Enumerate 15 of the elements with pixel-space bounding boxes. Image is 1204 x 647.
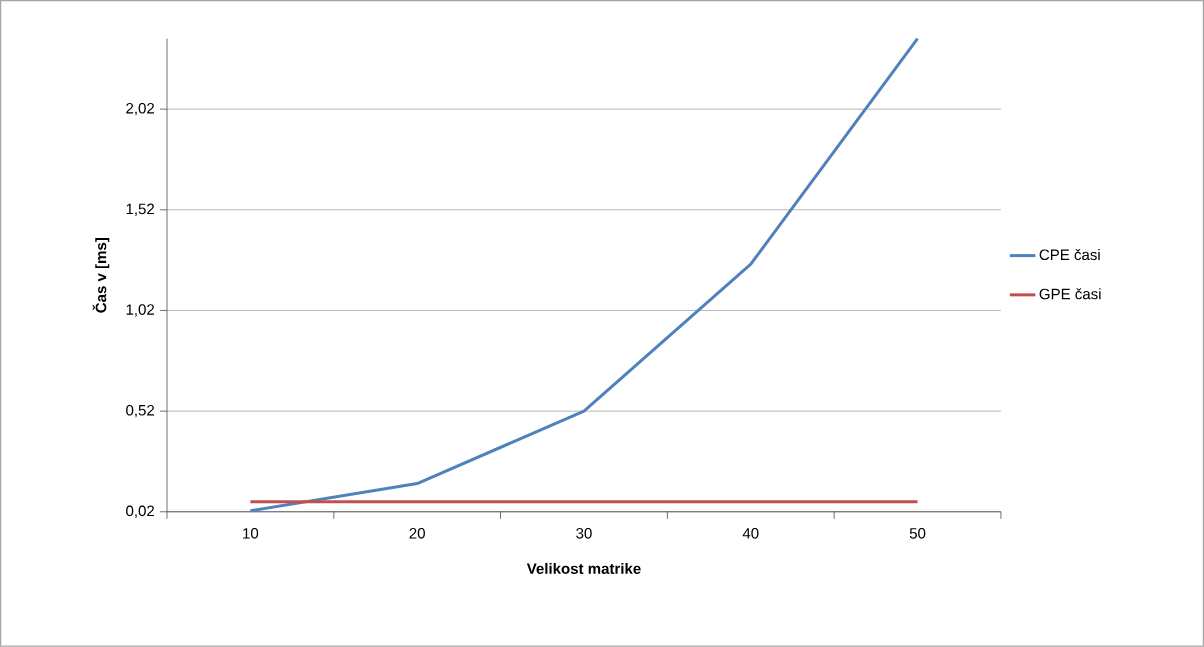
- x-tick-label: 30: [576, 528, 592, 539]
- legend-label: CPE časi: [1039, 249, 1100, 261]
- y-tick-label: 2,02: [126, 103, 155, 116]
- x-tick-label: 10: [243, 528, 259, 539]
- y-axis-title: Čas v [ms]: [92, 238, 110, 313]
- y-tick-label: 0,02: [126, 505, 155, 519]
- x-tick-label: 40: [742, 528, 759, 539]
- y-tick-label: 1,52: [126, 203, 155, 217]
- legend-label: GPE časi: [1039, 288, 1101, 300]
- x-axis-title: Velikost matrike: [526, 563, 641, 575]
- line-series: [248, 37, 920, 513]
- x-tick-label: 20: [409, 528, 425, 539]
- x-tick-label: 50: [909, 528, 926, 539]
- y-tick-label: 0,52: [126, 405, 155, 418]
- y-tick-label: 1,02: [126, 304, 155, 317]
